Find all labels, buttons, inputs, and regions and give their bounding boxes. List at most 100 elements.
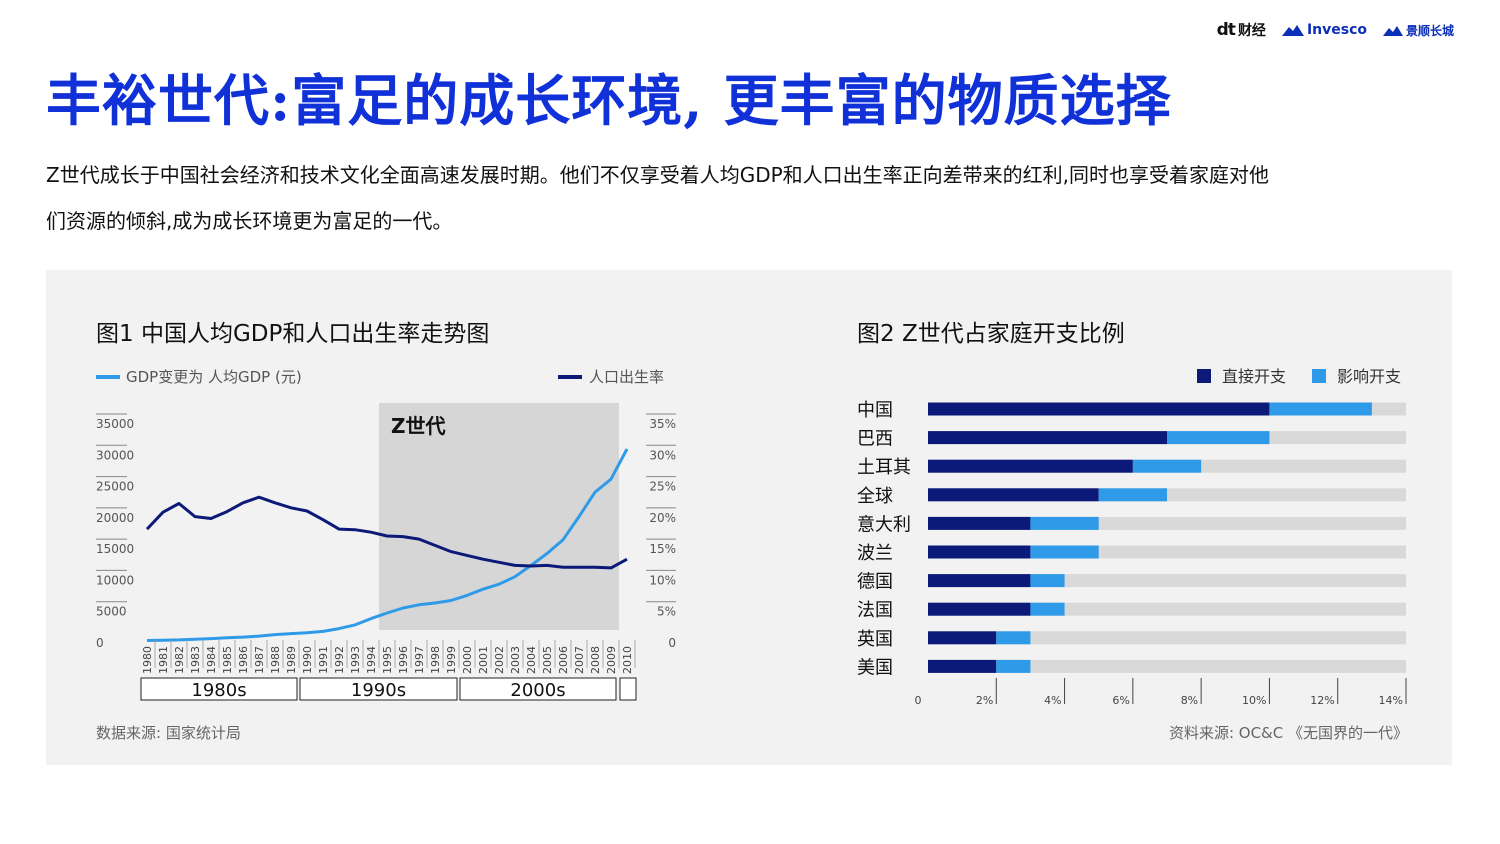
bar-influence — [996, 631, 1031, 645]
x-tick-label: 1989 — [285, 646, 298, 674]
bar-influence — [1269, 402, 1372, 416]
right-tick-label: 30% — [649, 448, 676, 462]
bar-influence — [1030, 602, 1065, 616]
x-tick-label: 1986 — [237, 646, 250, 674]
decade-label: 1980s — [191, 680, 246, 701]
x-tick-label: 2006 — [557, 646, 570, 674]
bar-influence — [1030, 545, 1099, 559]
left-tick-label: 25000 — [96, 480, 134, 494]
bar-direct — [928, 516, 1031, 530]
x-tick-label: 2004 — [525, 646, 538, 674]
bar-influence — [1167, 431, 1270, 445]
x-tick-label: 2003 — [509, 646, 522, 674]
bar-background — [928, 659, 1406, 673]
right-tick-label: 0 — [668, 636, 676, 650]
x-tick-label: 1999 — [445, 646, 458, 674]
x-tick-label: 1993 — [349, 646, 362, 674]
x-tick-label: 2000 — [461, 646, 474, 674]
invesco-logo: Invesco — [1281, 22, 1367, 38]
fig2-title: 图2 Z世代占家庭开支比例 — [857, 321, 1125, 347]
x-tick-label: 1987 — [253, 646, 266, 674]
x-tick-label: 1983 — [189, 646, 202, 674]
category-label: 意大利 — [857, 514, 911, 535]
left-tick-label: 30000 — [96, 448, 134, 462]
x-tick-label: 1982 — [173, 646, 186, 674]
x-tick-label: 1991 — [317, 646, 330, 674]
bar-influence — [996, 659, 1031, 673]
right-tick-label: 25% — [649, 480, 676, 494]
category-label: 巴西 — [857, 429, 893, 450]
page-title: 丰裕世代:富足的成长环境, 更丰富的物质选择 — [46, 68, 1172, 133]
category-label: 英国 — [857, 629, 893, 650]
fig1-source: 数据来源: 国家统计局 — [96, 724, 241, 742]
z-generation-label: Z世代 — [391, 414, 446, 438]
bar-influence — [1030, 516, 1099, 530]
decade-label: 2000s — [510, 680, 565, 701]
x-tick-label: 1996 — [397, 646, 410, 674]
x-tick-label: 1992 — [333, 646, 346, 674]
right-tick-label: 20% — [649, 511, 676, 525]
right-tick-label: 10% — [649, 573, 676, 587]
x-tick-label: 1981 — [157, 646, 170, 674]
x-tick-label: 2009 — [605, 646, 618, 674]
mountain-icon — [1382, 26, 1403, 36]
x-tick-label: 14% — [1379, 694, 1403, 707]
bar-direct — [928, 631, 997, 645]
bar-influence — [1132, 459, 1202, 473]
left-tick-label: 20000 — [96, 511, 134, 525]
left-tick-label: 15000 — [96, 542, 134, 556]
x-tick-label: 6% — [1112, 694, 1129, 707]
x-tick-label: 1984 — [205, 646, 218, 674]
right-tick-label: 35% — [649, 417, 676, 431]
category-label: 中国 — [857, 400, 893, 421]
series-line-birthrate — [145, 495, 628, 570]
x-tick-label: 2% — [976, 694, 993, 707]
dt-caijing-logo: dt 财经 — [1216, 20, 1266, 40]
x-tick-label: 8% — [1181, 694, 1198, 707]
x-tick-label: 10% — [1242, 694, 1266, 707]
right-tick-label: 5% — [657, 605, 676, 619]
decade-box — [459, 677, 617, 701]
bar-background — [928, 631, 1406, 645]
x-tick-label: 2007 — [573, 646, 586, 674]
decade-box — [140, 677, 298, 701]
x-tick-label: 1998 — [429, 646, 442, 674]
x-tick-label: 1980 — [141, 646, 154, 674]
legend-direct-label: 直接开支 — [1222, 367, 1286, 386]
mountain-icon — [1281, 25, 1304, 36]
bar-influence — [1030, 574, 1065, 588]
bar-direct — [928, 659, 997, 673]
left-tick-label: 5000 — [96, 605, 127, 619]
category-label: 德国 — [857, 572, 893, 593]
legend-gdp-label: GDP变更为 人均GDP (元) — [126, 368, 302, 386]
x-tick-label: 0 — [915, 694, 922, 707]
legend-birthrate-label: 人口出生率 — [589, 368, 664, 386]
category-label: 美国 — [857, 657, 893, 678]
x-tick-label: 1997 — [413, 646, 426, 674]
jingshun-logo: 景顺长城 — [1382, 22, 1454, 39]
x-tick-label: 2001 — [477, 646, 490, 674]
x-tick-label: 4% — [1044, 694, 1061, 707]
bar-direct — [928, 402, 1270, 416]
legend-influence-swatch — [1312, 369, 1326, 383]
x-tick-label: 12% — [1310, 694, 1334, 707]
bar-direct — [928, 459, 1133, 473]
decade-box — [299, 677, 458, 701]
decade-label: 1990s — [351, 680, 406, 701]
legend-influence-label: 影响开支 — [1337, 367, 1401, 386]
left-tick-label: 0 — [96, 636, 104, 650]
bar-direct — [928, 602, 1031, 616]
decade-box — [619, 677, 637, 701]
x-tick-label: 1985 — [221, 646, 234, 674]
intro-text: Z世代成长于中国社会经济和技术文化全面高速发展时期。他们不仅享受着人均GDP和人… — [46, 163, 1270, 233]
x-tick-label: 2002 — [493, 646, 506, 674]
x-tick-label: 1995 — [381, 646, 394, 674]
fig2-source: 资料来源: OC&C 《无国界的一代》 — [1168, 724, 1408, 742]
left-tick-label: 35000 — [96, 417, 134, 431]
legend-direct-swatch — [1197, 369, 1211, 383]
x-tick-label: 1990 — [301, 646, 314, 674]
x-tick-label: 2005 — [541, 646, 554, 674]
category-label: 全球 — [857, 486, 893, 507]
gdp-birthrate-line-chart: Z世代 GDP变更为 人均GDP (元) 人口出生率 35000 30000 25000 2… — [96, 368, 676, 701]
